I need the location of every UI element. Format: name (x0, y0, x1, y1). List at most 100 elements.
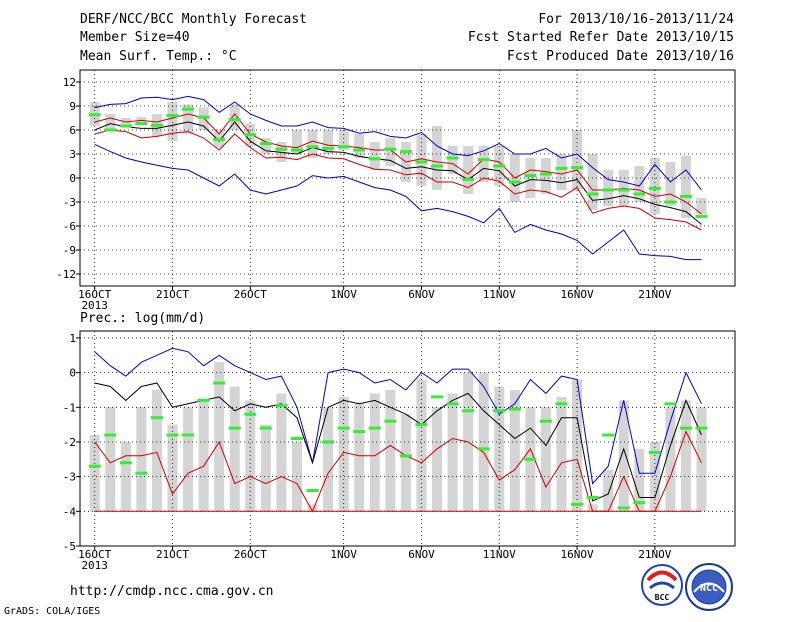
y-tick-label: -9 (63, 244, 76, 257)
y-tick-label: -4 (63, 505, 77, 518)
x-tick-label: 26OCT (234, 548, 267, 561)
green-marker (508, 180, 521, 184)
green-marker (571, 166, 584, 170)
green-marker (337, 145, 350, 149)
spread-bar (416, 379, 427, 512)
green-marker (431, 164, 444, 168)
variable-label: Mean Surf. Temp.: °C (80, 49, 237, 64)
green-marker (664, 402, 677, 406)
x-tick-label: 1NOV (330, 548, 357, 561)
x-tick-label: 21OCT (156, 548, 189, 561)
green-marker (648, 186, 661, 190)
green-marker (664, 200, 677, 204)
x-tick-label: 16NOV (560, 288, 593, 301)
spread-bar (432, 126, 443, 190)
spread-bar (509, 389, 520, 512)
x-tick-label: 16NOV (560, 548, 593, 561)
green-marker (104, 433, 117, 437)
spread-bar (432, 407, 443, 512)
x-tick-label: 26OCT (234, 288, 267, 301)
green-marker (353, 430, 366, 434)
spread-bar (136, 407, 147, 512)
green-marker (337, 426, 350, 430)
x-year-label: 2013 (81, 559, 108, 572)
spread-bar (603, 469, 614, 512)
green-marker (384, 419, 397, 423)
y-tick-label: 3 (69, 148, 76, 161)
green-marker (695, 214, 708, 218)
green-marker (477, 447, 490, 451)
green-marker (462, 178, 475, 182)
green-marker (571, 502, 584, 506)
spread-bar (260, 424, 271, 512)
green-marker (477, 158, 490, 162)
green-marker (228, 118, 241, 122)
green-marker (368, 157, 381, 161)
x-tick-label: 6NOV (408, 288, 435, 301)
spread-bar (634, 448, 645, 512)
green-marker (368, 426, 381, 430)
fcst-started: Fcst Started Refer Date 2013/10/15 (468, 30, 734, 45)
green-marker (446, 402, 459, 406)
green-marker (182, 433, 195, 437)
y-tick-label: -6 (63, 220, 76, 233)
member-size: Member Size=40 (80, 30, 190, 45)
green-marker (602, 433, 615, 437)
x-tick-label: 1NOV (330, 288, 357, 301)
forecast-period: For 2013/10/16-2013/11/24 (538, 12, 734, 27)
spread-bar (307, 504, 318, 512)
spread-bar (556, 396, 567, 512)
green-marker (555, 166, 568, 170)
y-tick-label: -3 (63, 196, 76, 209)
green-marker (462, 409, 475, 413)
green-marker (275, 404, 288, 408)
green-marker (290, 148, 303, 152)
y-tick-label: -3 (63, 471, 76, 484)
green-marker (259, 426, 272, 430)
green-marker (399, 454, 412, 458)
green-marker (539, 172, 552, 176)
green-marker (213, 138, 226, 142)
spread-bar (260, 138, 271, 154)
green-marker (415, 423, 428, 427)
spread-bar (385, 389, 396, 512)
green-marker (508, 407, 521, 411)
green-marker (493, 164, 506, 168)
series-line-upper (94, 113, 702, 215)
green-marker (150, 123, 163, 127)
green-marker (259, 142, 272, 146)
series-line-ens-max (94, 95, 702, 191)
spread-bar (198, 107, 209, 130)
green-marker (119, 124, 132, 128)
y-tick-label: 0 (69, 367, 76, 380)
series-line-ens-max (94, 347, 702, 485)
ncc-logo-text: NCC (700, 583, 718, 594)
grads-credit: GrADS: COLA/IGES (4, 606, 100, 617)
spread-bar (416, 134, 427, 186)
x-tick-label: 16OCT (78, 548, 111, 561)
green-marker (633, 192, 646, 196)
spread-bar (229, 386, 240, 512)
spread-bar (587, 504, 598, 512)
green-marker (679, 194, 692, 198)
spread-bar (354, 134, 365, 158)
green-marker (150, 416, 163, 420)
green-marker (244, 133, 257, 137)
series-line-median (94, 382, 702, 502)
green-marker (695, 426, 708, 430)
spread-bar (323, 407, 334, 512)
y-tick-label: -12 (56, 268, 76, 281)
green-marker (384, 147, 397, 151)
x-tick-label: 21OCT (156, 288, 189, 301)
x-tick-label: 21NOV (638, 288, 671, 301)
spread-bar (587, 154, 598, 210)
ncc-logo: NCC (685, 563, 733, 611)
green-marker (88, 464, 101, 468)
spread-bar (447, 146, 458, 174)
green-marker (524, 174, 537, 178)
spread-bar (151, 389, 162, 512)
y-tick-label: 9 (69, 100, 76, 113)
source-url[interactable]: http://cmdp.ncc.cma.gov.cn (70, 584, 274, 599)
